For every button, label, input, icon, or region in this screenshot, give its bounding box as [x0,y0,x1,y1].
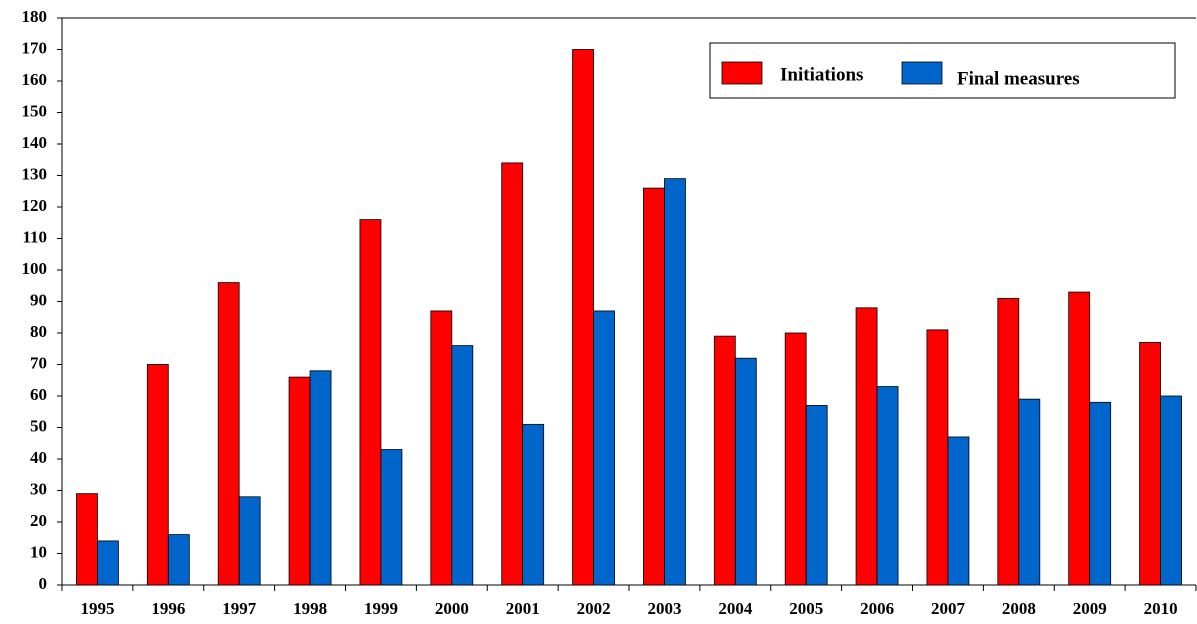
x-tick-label: 2007 [931,599,966,618]
bar [1068,291,1091,586]
y-tick-label: 150 [22,101,48,120]
y-tick-label: 90 [30,290,47,309]
x-tick-label: 2008 [1002,599,1036,618]
bar [1160,395,1182,586]
bar [784,332,807,586]
x-tick-label: 2006 [860,599,894,618]
bar [97,540,119,586]
bar [288,376,311,586]
bar [1018,398,1041,586]
legend-swatch [901,61,943,85]
y-tick-label: 80 [30,322,47,341]
bar [451,345,474,586]
bar [380,449,403,586]
bar [309,370,332,586]
y-tick-label: 140 [22,133,48,152]
bar [146,364,169,586]
bar [501,162,524,586]
legend-label: Initiations [780,64,863,85]
x-tick-label: 1997 [222,599,257,618]
bar [805,405,828,586]
bar [734,357,757,586]
x-tick-label: 1996 [151,599,185,618]
bar [926,329,949,586]
x-tick-label: 2005 [789,599,823,618]
x-tick-label: 2003 [647,599,681,618]
bar [855,307,878,586]
y-tick-label: 100 [22,259,48,278]
bar [359,219,382,586]
y-tick-label: 40 [30,448,47,467]
bar [947,436,970,586]
y-tick-label: 10 [30,542,47,561]
bar [430,310,453,586]
x-tick-label: 2004 [718,599,753,618]
y-tick-label: 0 [39,574,48,593]
x-tick-label: 2001 [506,599,540,618]
y-tick-label: 160 [22,70,48,89]
y-tick-label: 110 [22,227,47,246]
bar [664,178,686,586]
bar [238,496,261,586]
bar [1139,342,1161,586]
x-tick-label: 2002 [577,599,611,618]
bar [593,310,615,586]
x-tick-label: 2010 [1144,599,1178,618]
x-tick-label: 1998 [293,599,327,618]
bar [572,49,594,586]
y-tick-label: 70 [30,353,47,372]
bar [876,386,899,586]
legend-swatch [721,61,763,85]
y-tick-label: 60 [30,385,47,404]
x-tick-label: 2000 [435,599,469,618]
y-tick-label: 180 [22,7,48,26]
legend-box [709,42,1176,99]
legend-label: Final measures [957,68,1080,89]
bar [522,423,545,586]
x-tick-label: 1995 [80,599,114,618]
y-tick-label: 120 [22,196,48,215]
bar [1089,401,1112,586]
x-tick-label: 1999 [364,599,398,618]
x-tick-label: 2009 [1073,599,1107,618]
y-tick-label: 170 [22,38,48,57]
y-tick-label: 30 [30,479,47,498]
bar [217,282,240,586]
bar [713,335,736,586]
y-tick-label: 130 [22,164,48,183]
y-tick-label: 20 [30,511,47,530]
bar [997,297,1020,586]
bar [167,534,190,586]
bar [643,187,665,586]
y-tick-label: 50 [30,416,47,435]
bar [76,493,98,586]
